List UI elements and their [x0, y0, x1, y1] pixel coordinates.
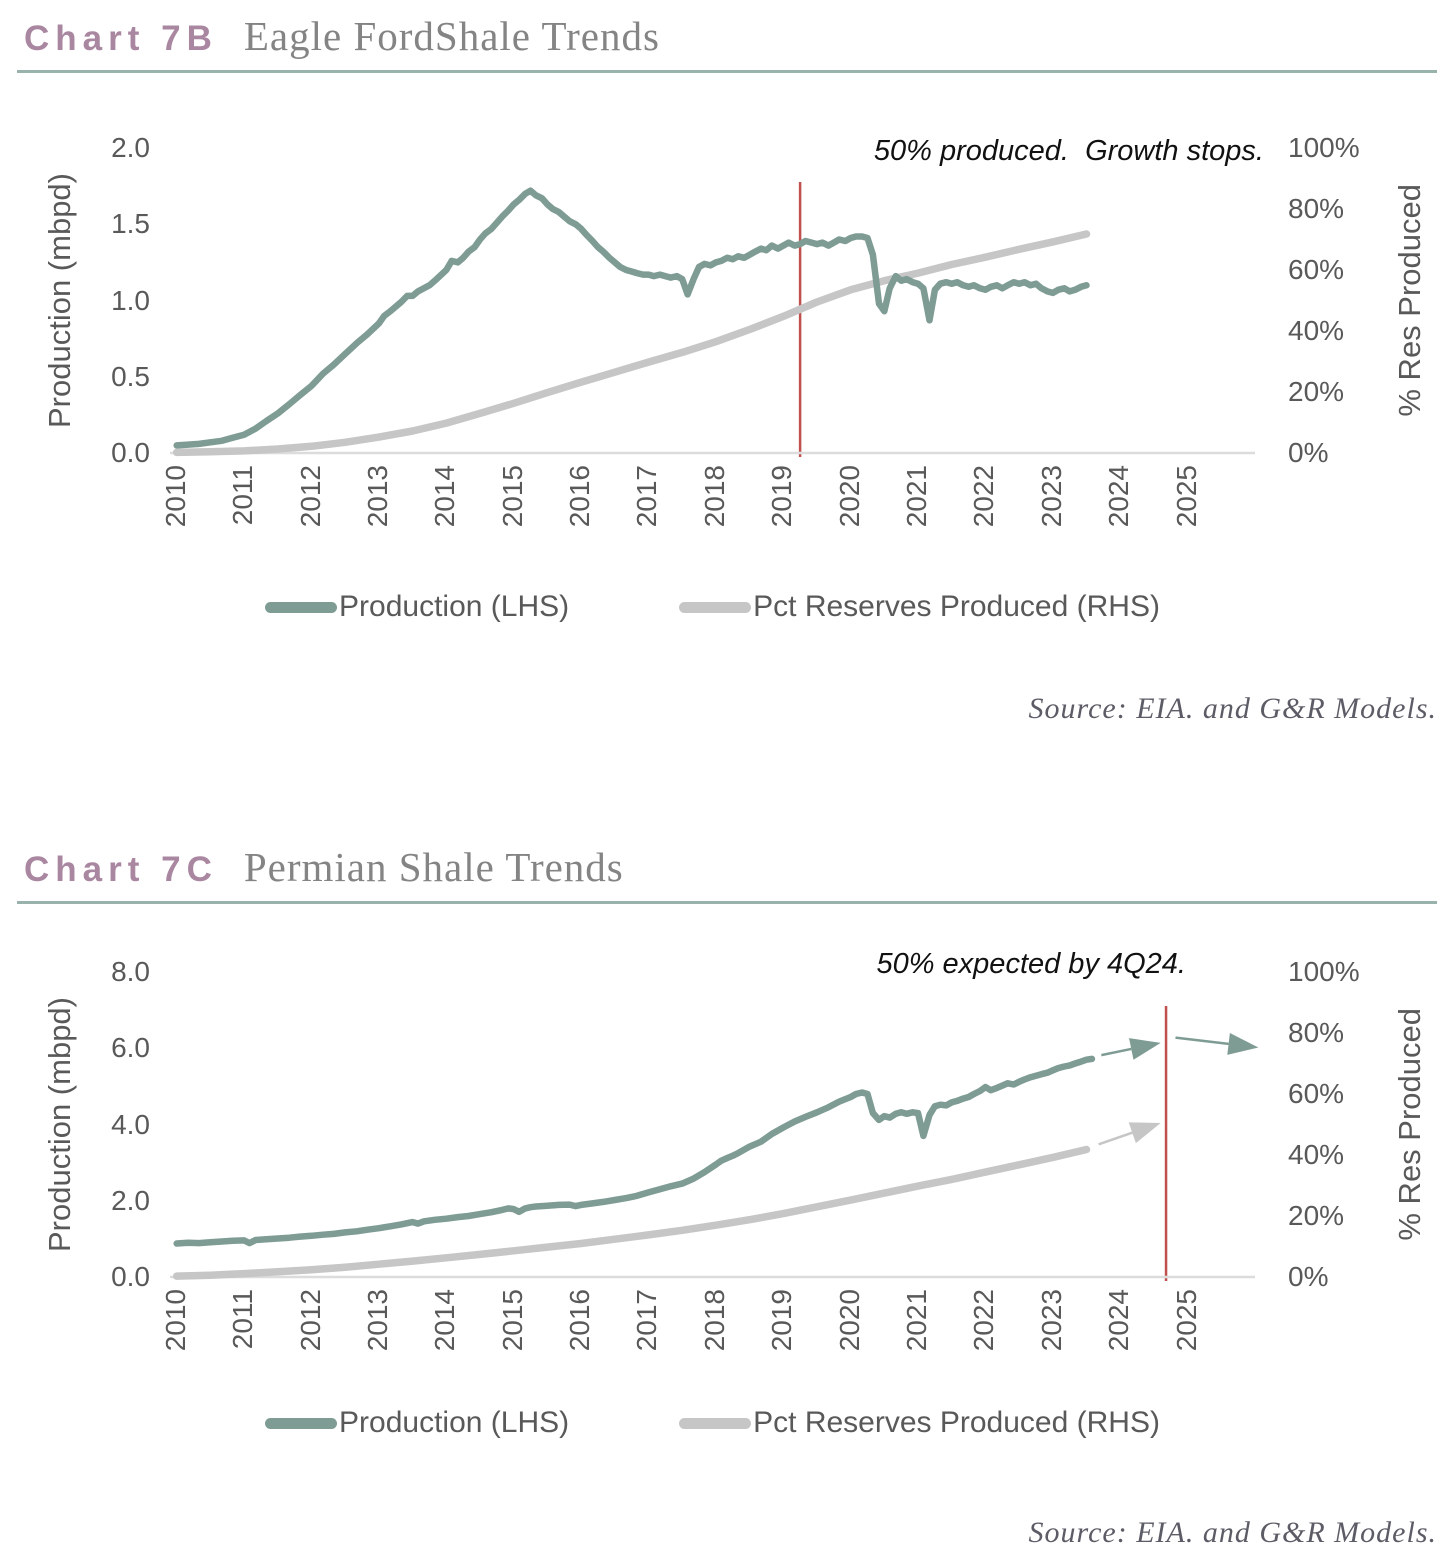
x-tick-label: 2022 [968, 1289, 1000, 1352]
y-left-tick-label: 1.5 [111, 208, 150, 240]
reserves-line-swatch [679, 1417, 752, 1429]
forecast-arrow-head [1227, 1033, 1259, 1055]
x-tick-label: 2019 [766, 1289, 798, 1352]
y-right-tick-label: 60% [1288, 254, 1345, 285]
x-tick-label: 2024 [1103, 1289, 1135, 1352]
reserves-line [172, 230, 1091, 457]
legend-item-production: Production (LHS) [265, 1406, 569, 1440]
x-tick-label: 2013 [361, 1289, 393, 1352]
y-left-tick-label: 0.0 [111, 1261, 150, 1292]
legend-item-reserves: Pct Reserves Produced (RHS) [679, 1406, 1160, 1440]
x-tick-label: 2017 [631, 1289, 663, 1352]
reserves-line [172, 1145, 1091, 1280]
y-left-tick-label: 2.0 [111, 1184, 150, 1216]
chart-7c-label: Chart 7C [24, 850, 218, 889]
y-right-tick-label: 100% [1288, 956, 1360, 987]
chart-7b-source: Source: EIA. and G&R Models. [1028, 692, 1437, 725]
chart-7c-source: Source: EIA. and G&R Models. [1028, 1516, 1437, 1549]
y-right-tick-label: 40% [1288, 315, 1345, 346]
chart-7b-header: Chart 7B Eagle FordShale Trends [24, 12, 660, 60]
production-line [173, 1055, 1096, 1247]
y-right-tick-label: 80% [1288, 1017, 1345, 1048]
chart-7b-label: Chart 7B [24, 19, 218, 58]
y-left-tick-label: 0.5 [111, 360, 150, 392]
chart-7b-legend: Production (LHS) Pct Reserves Produced (… [170, 590, 1255, 624]
y-left-tick-label: 2.0 [111, 132, 150, 163]
y-left-tick-label: 8.0 [111, 956, 150, 987]
y-right-tick-label: 60% [1288, 1078, 1345, 1109]
y-right-tick-label: 100% [1288, 132, 1360, 163]
x-tick-label: 2025 [1170, 1289, 1202, 1352]
y-left-tick-label: 6.0 [111, 1032, 150, 1064]
x-tick-label: 2016 [564, 1289, 596, 1352]
legend-item-production: Production (LHS) [265, 590, 569, 624]
y-left-tick-label: 4.0 [111, 1108, 150, 1140]
chart-7b-title: Eagle FordShale Trends [243, 13, 660, 59]
chart-7c-divider [17, 901, 1437, 904]
forecast-arrow-head [1129, 1038, 1161, 1060]
forecast-arrow-shaft [1175, 1036, 1229, 1046]
production-line [173, 187, 1090, 449]
forecast-arrow-head [1128, 1122, 1161, 1144]
chart-7c-legend: Production (LHS) Pct Reserves Produced (… [170, 1406, 1255, 1440]
x-tick-label: 2020 [833, 1289, 865, 1352]
chart-7c-title: Permian Shale Trends [243, 844, 624, 890]
x-tick-label: 2018 [698, 1289, 730, 1352]
y-right-tick-label: 20% [1288, 376, 1345, 407]
y-right-tick-label: 0% [1288, 437, 1329, 468]
y-right-tick-label: 80% [1288, 193, 1345, 224]
x-tick-label: 2023 [1035, 1289, 1067, 1352]
production-line-swatch [265, 601, 338, 613]
y-right-tick-label: 0% [1288, 1261, 1329, 1292]
x-tick-label: 2014 [429, 1289, 461, 1352]
chart-7b-annotation: 50% produced. Growth stops. [873, 135, 1264, 167]
forecast-arrow-shaft [1098, 1131, 1133, 1146]
y-right-tick-label: 40% [1288, 1139, 1345, 1170]
x-tick-label: 2012 [294, 1289, 326, 1352]
production-line-swatch [265, 1417, 338, 1429]
y-right-tick-label: 20% [1288, 1200, 1345, 1231]
legend-item-reserves: Pct Reserves Produced (RHS) [679, 590, 1160, 624]
forecast-arrow-shaft [1101, 1047, 1132, 1057]
chart-7c-header: Chart 7C Permian Shale Trends [24, 843, 624, 891]
x-tick-label: 2021 [901, 1289, 933, 1352]
x-tick-label: 2011 [227, 1289, 259, 1350]
x-tick-label: 2010 [159, 1289, 191, 1352]
reserves-line-swatch [679, 601, 752, 613]
chart-7c-annotation: 50% expected by 4Q24. [876, 948, 1186, 980]
x-tick-label: 2015 [496, 1289, 528, 1352]
y-left-tick-label: 1.0 [111, 284, 150, 316]
chart-7b-divider [17, 70, 1437, 73]
y-left-tick-label: 0.0 [111, 437, 150, 468]
